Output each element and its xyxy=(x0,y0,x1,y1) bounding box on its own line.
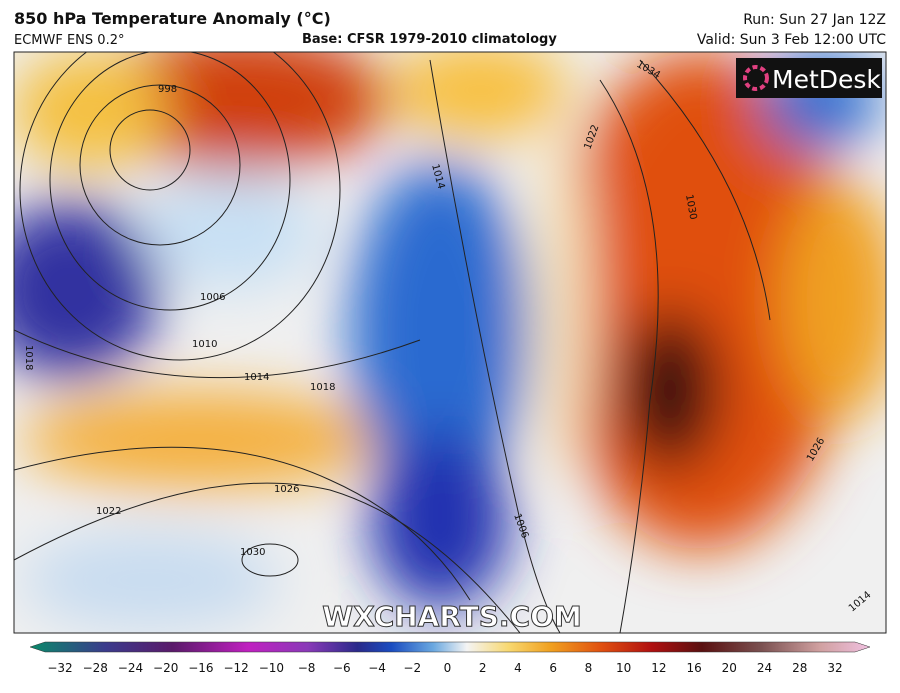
contour-label: 1006 xyxy=(200,292,225,303)
contour-label: 1014 xyxy=(244,372,269,383)
colorbar-tick-label: 20 xyxy=(722,661,737,675)
colorbar-tick-label: −32 xyxy=(47,661,72,675)
model: ECMWF ENS 0.2° xyxy=(14,33,124,48)
colorbar-tick-label: −6 xyxy=(333,661,351,675)
colorbar-tick-label: 28 xyxy=(792,661,807,675)
contour-label: 1030 xyxy=(240,547,265,558)
run: Run: Sun 27 Jan 12Z xyxy=(743,12,886,28)
colorbar-tick-label: −4 xyxy=(368,661,386,675)
title: 850 hPa Temperature Anomaly (°C) xyxy=(14,9,331,28)
valid: Valid: Sun 3 Feb 12:00 UTC xyxy=(697,32,886,48)
contour-label: 1022 xyxy=(96,506,121,517)
colorbar-tick-label: 8 xyxy=(585,661,593,675)
watermark: WXCHARTS.COM xyxy=(322,600,582,633)
colorbar-tick-label: −28 xyxy=(83,661,108,675)
logo: MetDesk xyxy=(772,65,881,94)
contour-label: 1018 xyxy=(310,382,335,393)
colorbar-tick-label: 2 xyxy=(479,661,487,675)
base: Base: CFSR 1979-2010 climatology xyxy=(302,32,557,47)
colorbar-tick-label: 24 xyxy=(757,661,772,675)
colorbar xyxy=(29,641,871,653)
colorbar-tick-label: −20 xyxy=(153,661,178,675)
contour-label: 1018 xyxy=(23,345,34,370)
colorbar-tick-label: 10 xyxy=(616,661,631,675)
contour-label: 998 xyxy=(158,84,177,95)
colorbar-tick-label: −12 xyxy=(223,661,248,675)
logo-icon xyxy=(743,65,769,91)
colorbar-tick-label: −10 xyxy=(259,661,284,675)
contour-label: 1030 xyxy=(683,194,698,221)
logo-box xyxy=(736,58,882,98)
colorbar-tick-label: 16 xyxy=(686,661,701,675)
colorbar-tick-label: −24 xyxy=(118,661,143,675)
colorbar-tick-label: 6 xyxy=(549,661,557,675)
colorbar-ticks: −32 −28 −24 −20 −16 −12 −10 −8 −6 −4 −2 0 2 4 6 8 10 12 16… xyxy=(47,661,842,675)
colorbar-tick-label: −8 xyxy=(298,661,316,675)
isobars xyxy=(14,52,771,633)
map xyxy=(14,52,886,633)
colorbar-tick-label: 4 xyxy=(514,661,522,675)
colorbar-tick-label: −2 xyxy=(403,661,421,675)
contour-label: 1010 xyxy=(192,339,217,350)
colorbar-tick-label: −16 xyxy=(188,661,213,675)
contour-label: 1026 xyxy=(274,484,299,495)
colorbar-tick-label: 0 xyxy=(444,661,452,675)
colorbar-tick-label: 12 xyxy=(651,661,666,675)
colorbar-tick-label: 32 xyxy=(827,661,842,675)
